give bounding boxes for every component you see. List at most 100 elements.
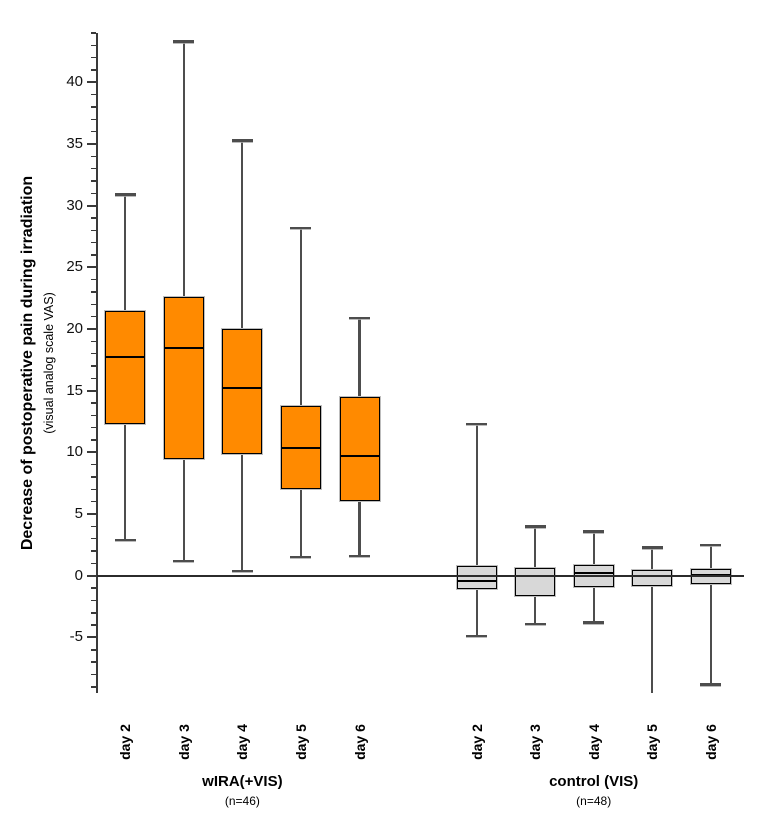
whisker-cap-top-wira-vis--day-5 [290,226,312,230]
y-axis-minor-tick [91,599,96,602]
whisker-cap-bottom-control-vis--day-2 [466,635,488,638]
whisker-cap-top-control-vis--day-5 [641,546,663,549]
y-axis-minor-tick [91,649,96,651]
y-axis-minor-tick [91,130,96,133]
whisker-cap-bottom-control-vis--day-4 [583,621,605,624]
y-axis-minor-tick [91,44,96,47]
box-control-vis--day-3 [515,567,556,596]
y-axis-tick-label: 30 [66,196,83,214]
y-axis-minor-tick [91,279,96,281]
group-label-wira: wIRA(+VIS) [202,773,283,790]
y-axis-minor-tick [91,155,96,158]
x-tick-label-wira-vis--day-2: day 2 [117,724,134,760]
whisker-cap-bottom-control-vis--day-6 [700,683,722,686]
y-axis-tick-label: 35 [66,135,83,153]
y-axis-major-tick [87,143,96,146]
y-axis-tick-label: 0 [74,566,83,584]
zero-reference-line [97,575,744,577]
y-axis-minor-tick [91,402,96,404]
y-axis-minor-tick [91,291,96,293]
y-axis-major-tick [87,81,96,84]
y-axis-minor-tick [91,612,96,614]
whisker-cap-top-control-vis--day-2 [466,422,488,426]
whisker-cap-bottom-wira-vis--day-2 [114,538,136,542]
y-axis-minor-tick [91,562,96,565]
y-axis-minor-tick [91,106,96,108]
y-axis-major-tick [87,574,96,577]
y-axis-minor-tick [91,525,96,528]
whisker-cap-bottom-wira-vis--day-6 [349,554,370,558]
median-wira-vis--day-3 [164,346,203,349]
whisker-cap-bottom-wira-vis--day-4 [231,569,253,573]
y-axis-title: Decrease of postoperative pain during ir… [19,175,36,551]
median-control-vis--day-2 [457,580,496,583]
group-sublabel-wira: (n=46) [224,794,260,808]
whisker-cap-top-wira-vis--day-3 [173,40,195,43]
y-axis-tick-label: 25 [66,258,83,276]
y-axis-minor-tick [91,316,96,318]
y-axis-minor-tick [91,414,96,417]
y-axis-major-tick [87,636,96,639]
whisker-cap-top-control-vis--day-6 [700,543,722,547]
y-axis-minor-tick [91,353,96,355]
y-axis-minor-tick [91,501,96,503]
x-tick-label-control-vis--day-5: day 5 [644,724,661,760]
y-axis-major-tick [87,328,96,331]
group-sublabel-control: (n=48) [576,794,612,808]
y-axis-minor-tick [91,439,96,441]
x-tick-label-control-vis--day-4: day 4 [585,724,602,760]
whisker-control-vis--day-2 [475,424,478,637]
whisker-control-vis--day-6 [709,544,712,685]
y-axis-minor-tick [91,32,96,34]
whisker-control-vis--day-5 [651,547,654,693]
y-axis-minor-tick [91,661,96,663]
y-axis-tick-label: -5 [69,628,83,646]
y-axis-minor-tick [91,624,96,626]
box-wira-vis--day-4 [222,329,263,454]
y-axis-minor-tick [91,686,96,688]
x-tick-label-control-vis--day-6: day 6 [702,724,719,760]
y-axis-minor-tick [91,217,96,219]
whisker-cap-top-wira-vis--day-2 [114,193,136,196]
whisker-wira-vis--day-5 [299,227,303,558]
y-axis-tick-label: 10 [66,443,83,461]
y-axis-minor-tick [91,488,96,491]
y-axis-minor-tick [91,168,96,170]
y-axis-subtitle: (visual analog scale VAS) [42,292,56,434]
y-axis-minor-tick [91,464,96,466]
y-axis-minor-tick [91,69,96,71]
median-wira-vis--day-4 [223,387,262,390]
y-axis-minor-tick [91,229,96,232]
y-axis-tick-label: 15 [66,381,83,399]
whisker-cap-top-control-vis--day-3 [524,525,546,528]
box-control-vis--day-5 [632,570,673,587]
y-axis-tick-label: 40 [66,73,83,91]
box-wira-vis--day-3 [163,297,204,459]
y-axis-minor-tick [91,476,96,478]
y-axis-minor-tick [91,118,96,121]
median-control-vis--day-6 [691,573,730,576]
group-label-control: control (VIS) [549,773,639,790]
whisker-cap-top-wira-vis--day-6 [349,316,370,320]
box-wira-vis--day-6 [339,396,380,501]
median-wira-vis--day-2 [106,356,145,359]
y-axis-minor-tick [91,180,96,182]
y-axis-minor-tick [91,587,96,589]
y-axis-minor-tick [91,192,96,195]
y-axis-minor-tick [91,340,96,343]
y-axis-tick-label: 20 [66,320,83,338]
y-axis-minor-tick [91,242,96,244]
y-axis-minor-tick [91,93,96,96]
y-axis-major-tick [87,451,96,454]
y-axis-minor-tick [91,673,96,676]
whisker-cap-bottom-control-vis--day-3 [524,622,546,626]
whisker-cap-top-control-vis--day-4 [583,530,605,533]
y-axis-minor-tick [91,56,96,59]
median-wira-vis--day-6 [340,455,379,458]
y-axis-minor-tick [91,377,96,380]
x-tick-label-wira-vis--day-5: day 5 [292,724,309,760]
x-tick-label-control-vis--day-3: day 3 [527,724,544,760]
x-tick-label-wira-vis--day-3: day 3 [175,724,192,760]
y-axis-tick-label: 5 [74,505,83,523]
